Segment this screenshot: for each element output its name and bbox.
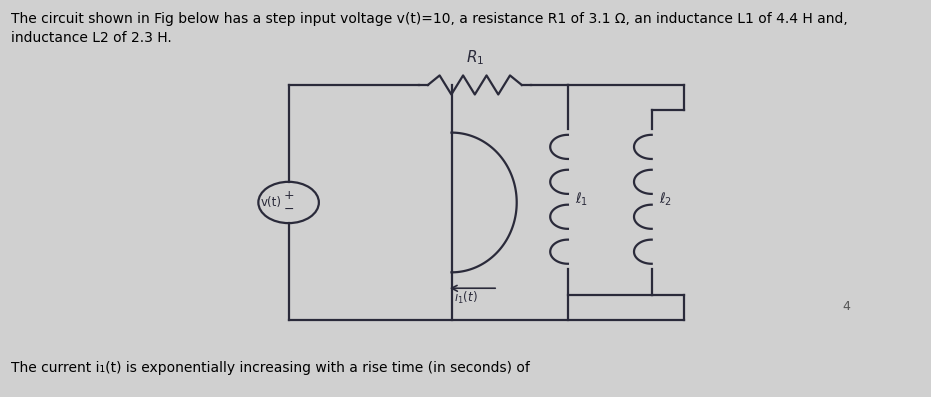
Text: $\ell_1$: $\ell_1$ xyxy=(575,191,588,208)
Text: 4: 4 xyxy=(843,300,850,313)
Text: v(t): v(t) xyxy=(261,196,281,209)
Text: $R_1$: $R_1$ xyxy=(466,49,484,67)
Text: +: + xyxy=(283,189,294,202)
Text: $i_1(t)$: $i_1(t)$ xyxy=(454,290,478,306)
Text: The circuit shown in Fig below has a step input voltage v(t)=10, a resistance R1: The circuit shown in Fig below has a ste… xyxy=(11,12,848,45)
Text: The current i₁(t) is exponentially increasing with a rise time (in seconds) of: The current i₁(t) is exponentially incre… xyxy=(11,361,530,375)
Text: −: − xyxy=(283,203,294,216)
Text: $\ell_2$: $\ell_2$ xyxy=(659,191,672,208)
